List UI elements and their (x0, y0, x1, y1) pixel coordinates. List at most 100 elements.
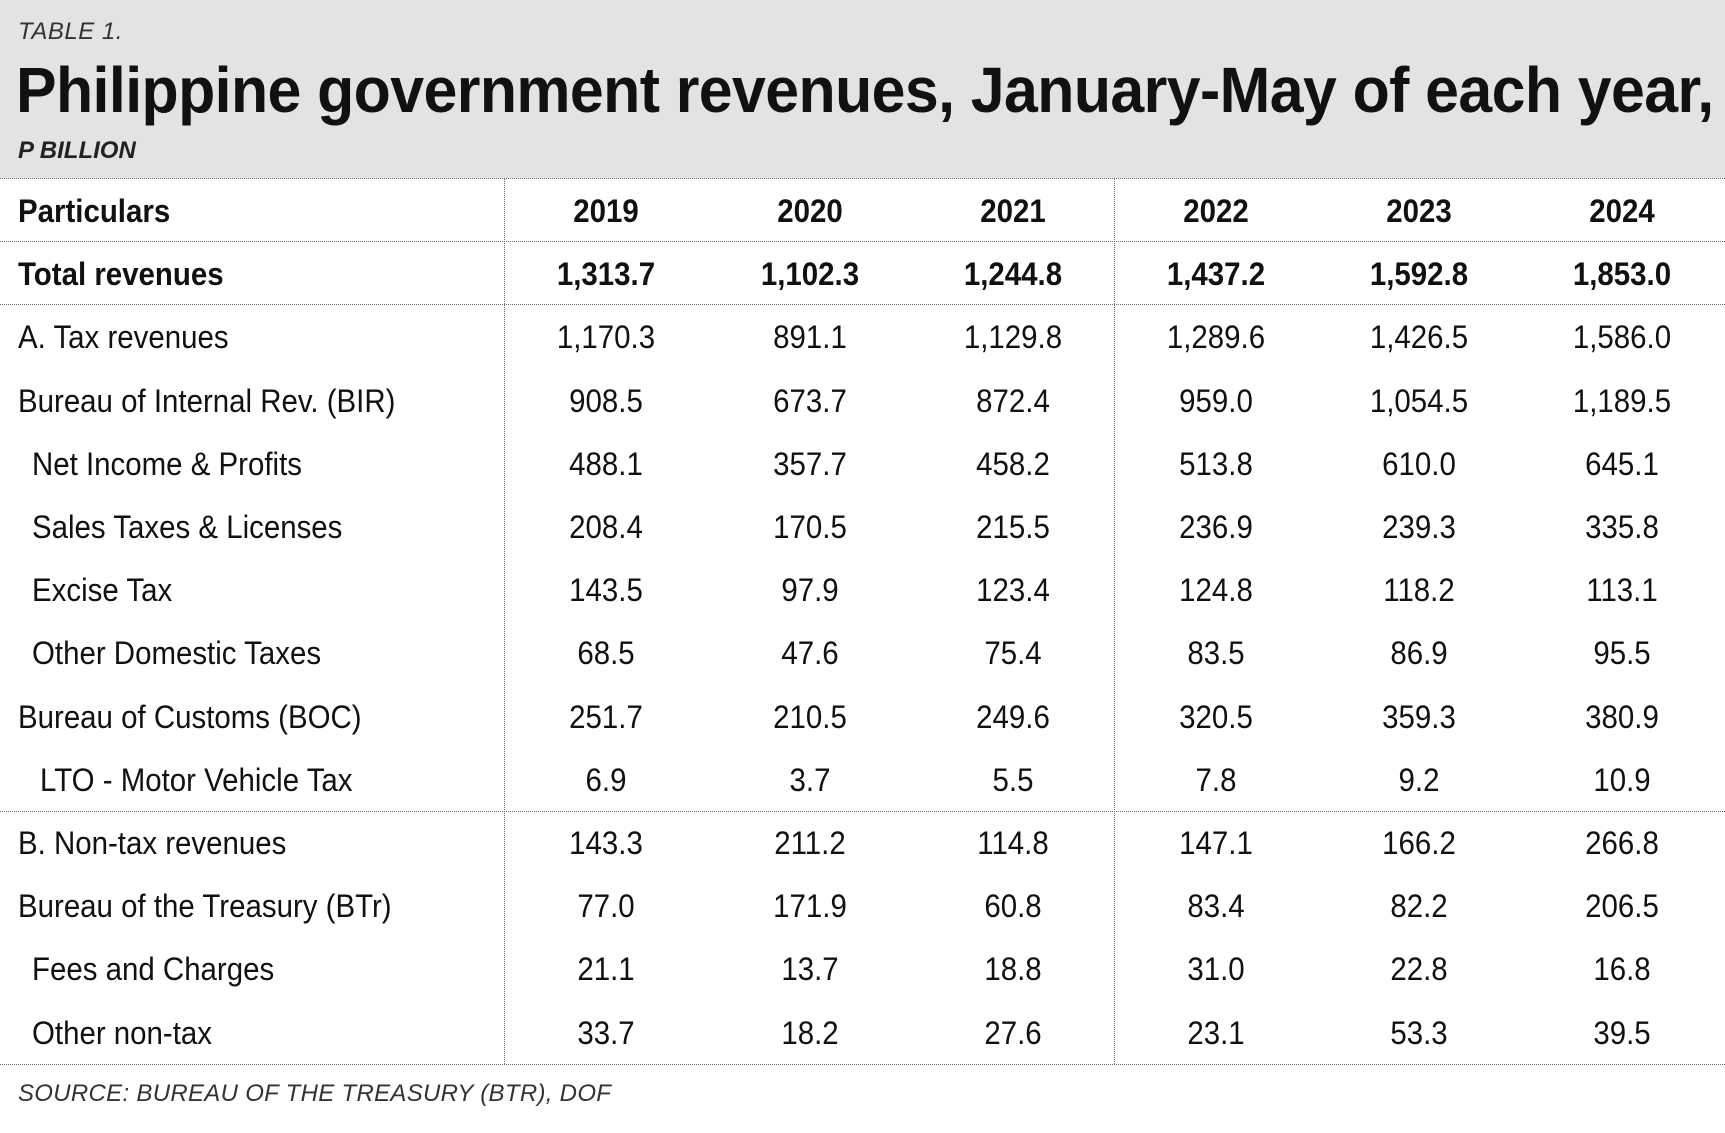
table-cell: 6.9 (585, 761, 627, 798)
column-header-year: 2019 (573, 193, 639, 229)
table-cell: 147.1 (1179, 825, 1253, 861)
year-group-divider (1114, 178, 1115, 1064)
table-cell: 82.2 (1390, 888, 1448, 925)
table-bottom-border (0, 1064, 1725, 1065)
table-label: TABLE 1. (18, 18, 123, 45)
table-cell: 39.5 (1593, 1014, 1651, 1051)
table-cell: 1,313.7 (556, 256, 656, 293)
table-cell: 18.2 (781, 1014, 839, 1051)
row-label: Other Domestic Taxes (32, 635, 322, 672)
table-cell: 513.8 (1179, 445, 1253, 482)
table-cell: 1,437.2 (1166, 256, 1266, 293)
table-cell: 123.4 (976, 572, 1050, 609)
table-cell: 7.8 (1195, 761, 1237, 798)
table-cell: 1,586.0 (1572, 319, 1672, 356)
table-cell: 959.0 (1179, 382, 1253, 419)
row-label: Bureau of Internal Rev. (BIR) (18, 382, 396, 419)
table-cell: 5.5 (992, 761, 1034, 798)
table-cell: 53.3 (1390, 1014, 1448, 1051)
table-cell: 33.7 (577, 1014, 635, 1051)
table-cell: 610.0 (1382, 445, 1456, 482)
table-cell: 266.8 (1585, 825, 1659, 861)
table-cell: 21.1 (577, 951, 635, 988)
table-cell: 236.9 (1179, 509, 1253, 545)
table-cell: 1,592.8 (1369, 256, 1469, 293)
table-cell: 380.9 (1585, 698, 1659, 735)
table-cell: 908.5 (569, 382, 643, 419)
column-header-year: 2023 (1386, 193, 1452, 229)
row-label: Other non-tax (32, 1014, 213, 1051)
unit-label: P BILLION (18, 137, 136, 164)
table-cell: 673.7 (773, 382, 847, 419)
table-cell: 488.1 (569, 445, 643, 482)
table-cell: 320.5 (1179, 698, 1253, 735)
header-band: TABLE 1. Philippine government revenues,… (0, 0, 1725, 178)
table-cell: 95.5 (1593, 635, 1651, 672)
row-label: Sales Taxes & Licenses (32, 509, 343, 545)
row-label: Excise Tax (32, 572, 173, 609)
table-cell: 891.1 (773, 319, 847, 356)
total-row-divider (0, 304, 1725, 305)
table-cell: 1,102.3 (760, 256, 860, 293)
row-label: Bureau of Customs (BOC) (18, 698, 362, 735)
table-cell: 357.7 (773, 445, 847, 482)
table-cell: 1,289.6 (1166, 319, 1266, 356)
table-cell: 1,054.5 (1369, 382, 1469, 419)
table-cell: 251.7 (569, 698, 643, 735)
row-label: Bureau of the Treasury (BTr) (18, 888, 392, 925)
table-cell: 113.1 (1586, 572, 1658, 609)
column-header-year: 2021 (980, 193, 1046, 229)
table-cell: 27.6 (984, 1014, 1042, 1051)
table-cell: 1,170.3 (556, 319, 656, 356)
table-title: Philippine government revenues, January-… (16, 54, 1714, 126)
table-cell: 83.5 (1187, 635, 1245, 672)
table-cell: 211.2 (774, 825, 846, 861)
source-note: SOURCE: BUREAU OF THE TREASURY (BTR), DO… (18, 1080, 612, 1107)
table-cell: 10.9 (1593, 761, 1651, 798)
table-cell: 166.2 (1382, 825, 1456, 861)
table-cell: 359.3 (1382, 698, 1456, 735)
column-header-year: 2022 (1183, 193, 1249, 229)
table-cell: 143.3 (569, 825, 643, 861)
table-cell: 458.2 (976, 445, 1050, 482)
table-cell: 118.2 (1383, 572, 1455, 609)
table-cell: 114.8 (977, 825, 1049, 861)
table-cell: 22.8 (1390, 951, 1448, 988)
row-label: LTO - Motor Vehicle Tax (40, 761, 353, 798)
table-cell: 872.4 (976, 382, 1050, 419)
table-cell: 83.4 (1187, 888, 1245, 925)
table-cell: 1,853.0 (1572, 256, 1672, 293)
table-cell: 1,426.5 (1369, 319, 1469, 356)
row-label: Fees and Charges (32, 951, 275, 988)
table-cell: 23.1 (1187, 1014, 1245, 1051)
section-divider (0, 811, 1725, 812)
table-cell: 77.0 (577, 888, 635, 925)
table-cell: 31.0 (1187, 951, 1245, 988)
table-cell: 206.5 (1585, 888, 1659, 925)
table-cell: 143.5 (569, 572, 643, 609)
table-cell: 3.7 (789, 761, 831, 798)
table-cell: 68.5 (577, 635, 635, 672)
table-cell: 249.6 (976, 698, 1050, 735)
table-cell: 335.8 (1585, 509, 1659, 545)
row-label: B. Non-tax revenues (18, 825, 287, 861)
column-header-particulars: Particulars (18, 193, 171, 229)
table-cell: 239.3 (1382, 509, 1456, 545)
table-cell: 1,244.8 (963, 256, 1063, 293)
column-header-divider (0, 241, 1725, 242)
table-cell: 645.1 (1585, 445, 1659, 482)
table-cell: 97.9 (781, 572, 839, 609)
row-label: Total revenues (18, 256, 224, 293)
table-cell: 1,129.8 (963, 319, 1063, 356)
table-cell: 208.4 (569, 509, 643, 545)
table-cell: 170.5 (773, 509, 847, 545)
row-label: Net Income & Profits (32, 445, 302, 482)
table-cell: 60.8 (984, 888, 1042, 925)
label-column-divider (504, 178, 505, 1064)
table-cell: 124.8 (1179, 572, 1253, 609)
column-header-year: 2020 (777, 193, 843, 229)
row-label: A. Tax revenues (18, 319, 229, 356)
table-cell: 1,189.5 (1572, 382, 1672, 419)
table-cell: 9.2 (1398, 761, 1440, 798)
